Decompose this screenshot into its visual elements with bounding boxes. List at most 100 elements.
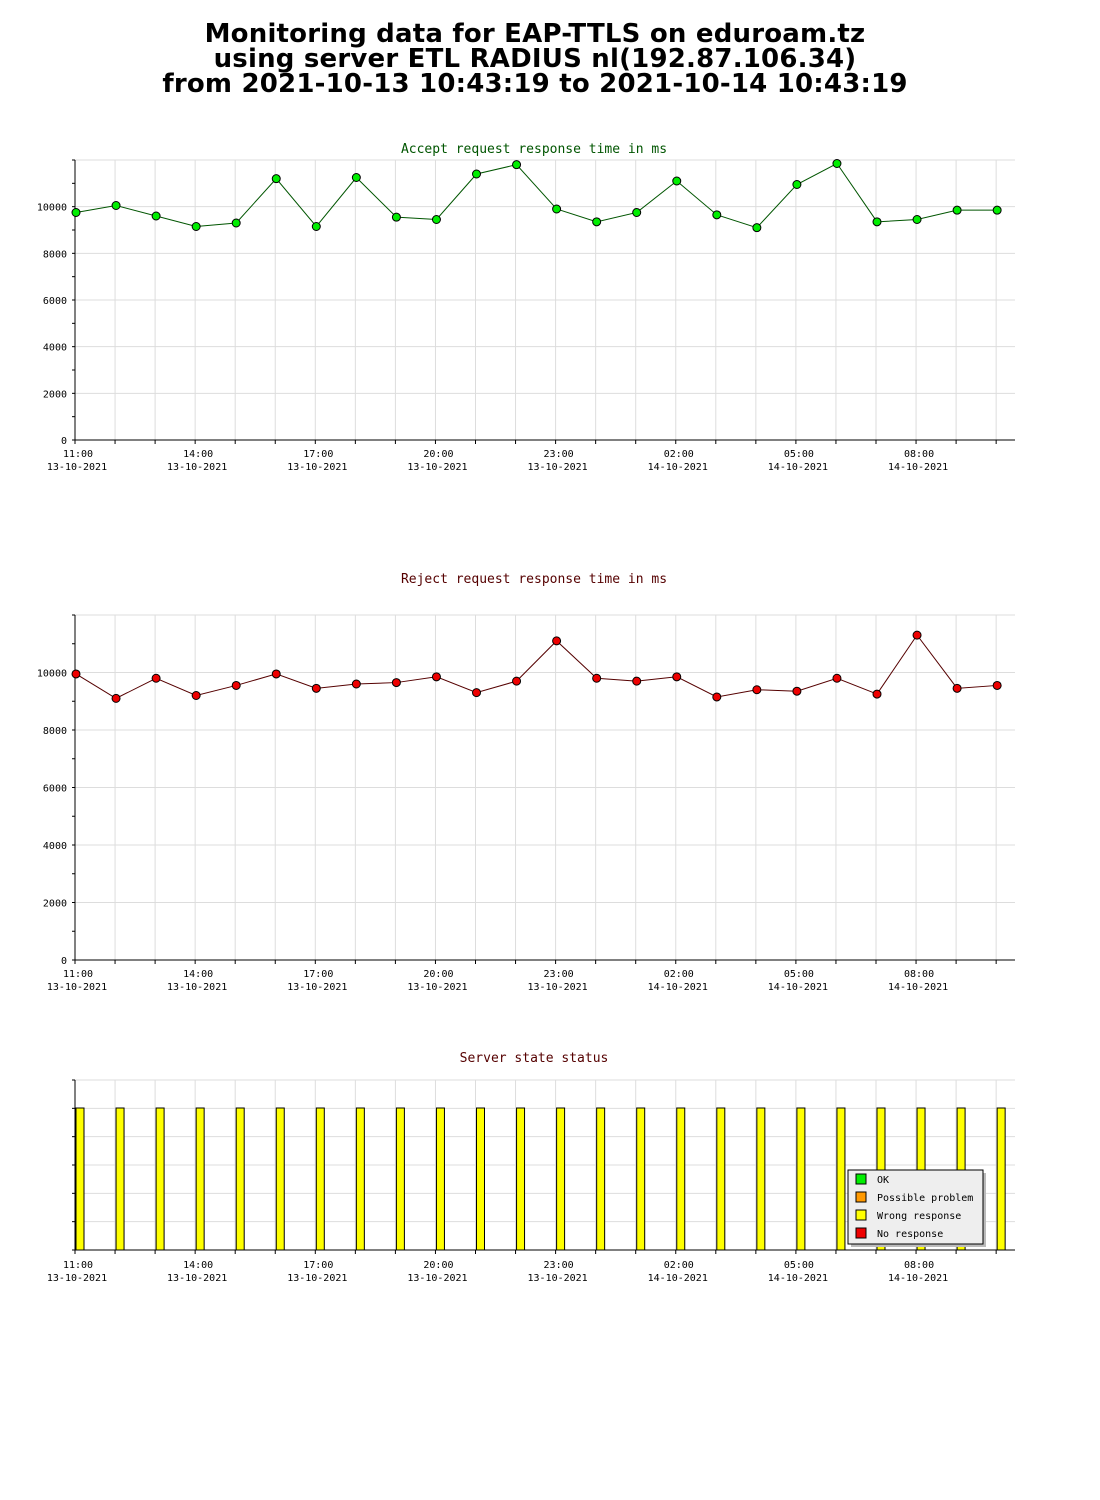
data-point (391, 212, 401, 222)
y-tick-label: 0 (61, 956, 67, 967)
status-bar (395, 1107, 405, 1251)
status-bar (796, 1107, 806, 1251)
status-bar (836, 1107, 846, 1251)
x-tick-label-time: 17:00 (303, 969, 333, 980)
status-bar (235, 1107, 245, 1251)
x-tick-label-date: 13-10-2021 (167, 982, 227, 993)
status-bar (155, 1107, 165, 1251)
x-tick-label-time: 11:00 (63, 449, 93, 460)
x-tick-label-date: 13-10-2021 (527, 982, 587, 993)
chart-1: Accept request response time in ms 0 2000 4… (37, 142, 1015, 473)
data-point (391, 678, 401, 688)
x-tick-label-date: 14-10-2021 (888, 1273, 948, 1284)
data-point (872, 217, 882, 227)
data-point (792, 686, 802, 696)
status-bar (435, 1107, 445, 1251)
legend-label: Possible problem (877, 1193, 973, 1204)
x-tick-label-time: 02:00 (664, 969, 694, 980)
data-point (592, 217, 602, 227)
data-point (472, 688, 481, 698)
data-point (712, 692, 722, 702)
x-tick-label-date: 13-10-2021 (167, 462, 227, 473)
data-point (912, 215, 922, 224)
x-tick-label-time: 11:00 (63, 1260, 93, 1271)
status-bar (716, 1107, 726, 1251)
data-point (632, 208, 642, 217)
x-tick-label-time: 05:00 (784, 1260, 814, 1271)
y-tick-label: 6000 (43, 784, 67, 795)
x-tick-label-date: 13-10-2021 (407, 1273, 467, 1284)
data-point (431, 672, 441, 682)
x-tick-label-date: 14-10-2021 (648, 1273, 708, 1284)
x-tick-label-date: 13-10-2021 (527, 1273, 587, 1284)
status-bar (756, 1107, 766, 1251)
y-tick-label: 10000 (37, 669, 67, 680)
x-tick-label-date: 13-10-2021 (287, 982, 347, 993)
legend-label: No response (877, 1229, 943, 1240)
page-title-line2: using server ETL RADIUS nl(192.87.106.34… (213, 44, 857, 74)
data-point (752, 685, 762, 695)
status-bar (516, 1107, 526, 1251)
status-bar (275, 1107, 285, 1251)
data-point (992, 205, 1002, 215)
data-point (71, 669, 81, 679)
status-bar (75, 1107, 85, 1251)
x-tick-label-date: 13-10-2021 (47, 462, 107, 473)
x-tick-label-time: 17:00 (303, 449, 333, 460)
x-tick-label-time: 23:00 (544, 969, 574, 980)
x-tick-label-time: 14:00 (183, 969, 213, 980)
data-point (712, 210, 722, 220)
data-point (912, 630, 922, 640)
x-tick-label-time: 14:00 (183, 449, 213, 460)
x-tick-label-time: 08:00 (904, 969, 934, 980)
data-point (111, 693, 121, 703)
data-point (552, 636, 562, 646)
series-line (75, 162, 998, 229)
status-bar (195, 1107, 205, 1251)
chart-3: Server state status 11:00 13-10-2021 14:00 1… (47, 1051, 1015, 1284)
chart-title: Accept request response time in ms (401, 142, 667, 157)
data-point (151, 673, 161, 683)
status-bar (315, 1107, 325, 1251)
y-tick-label: 8000 (43, 249, 67, 260)
x-tick-label-time: 05:00 (784, 969, 814, 980)
legend-swatch (855, 1209, 867, 1221)
x-tick-label-date: 14-10-2021 (768, 982, 828, 993)
data-point (752, 223, 762, 233)
legend-swatch (855, 1227, 867, 1239)
x-tick-label-date: 14-10-2021 (768, 462, 828, 473)
series-line (75, 634, 998, 699)
x-tick-label-time: 05:00 (784, 449, 814, 460)
y-tick-label: 2000 (43, 899, 67, 910)
data-point (111, 201, 121, 210)
status-bar (115, 1107, 125, 1251)
data-point (351, 679, 361, 689)
data-point (672, 672, 682, 682)
x-tick-label-time: 20:00 (423, 969, 453, 980)
x-tick-label-date: 13-10-2021 (287, 462, 347, 473)
data-point (271, 669, 281, 679)
x-tick-label-date: 13-10-2021 (167, 1273, 227, 1284)
data-point (832, 159, 842, 168)
x-tick-label-date: 13-10-2021 (407, 462, 467, 473)
data-point (351, 173, 361, 182)
y-tick-label: 8000 (43, 726, 67, 737)
data-point (311, 683, 321, 693)
status-bar (636, 1107, 646, 1251)
data-point (952, 205, 962, 215)
legend-box (847, 1169, 984, 1245)
page-title-line1: Monitoring data for EAP-TTLS on eduroam.… (204, 19, 866, 49)
y-tick-label: 2000 (43, 389, 67, 400)
x-tick-label-date: 13-10-2021 (287, 1273, 347, 1284)
chart-title: Server state status (460, 1051, 609, 1066)
x-tick-label-time: 11:00 (63, 969, 93, 980)
data-point (872, 689, 882, 699)
data-point (552, 204, 562, 214)
data-point (151, 211, 161, 221)
data-point (632, 676, 642, 686)
status-bar (556, 1107, 566, 1251)
data-point (592, 673, 602, 683)
y-tick-label: 4000 (43, 343, 67, 354)
x-tick-label-date: 13-10-2021 (47, 982, 107, 993)
